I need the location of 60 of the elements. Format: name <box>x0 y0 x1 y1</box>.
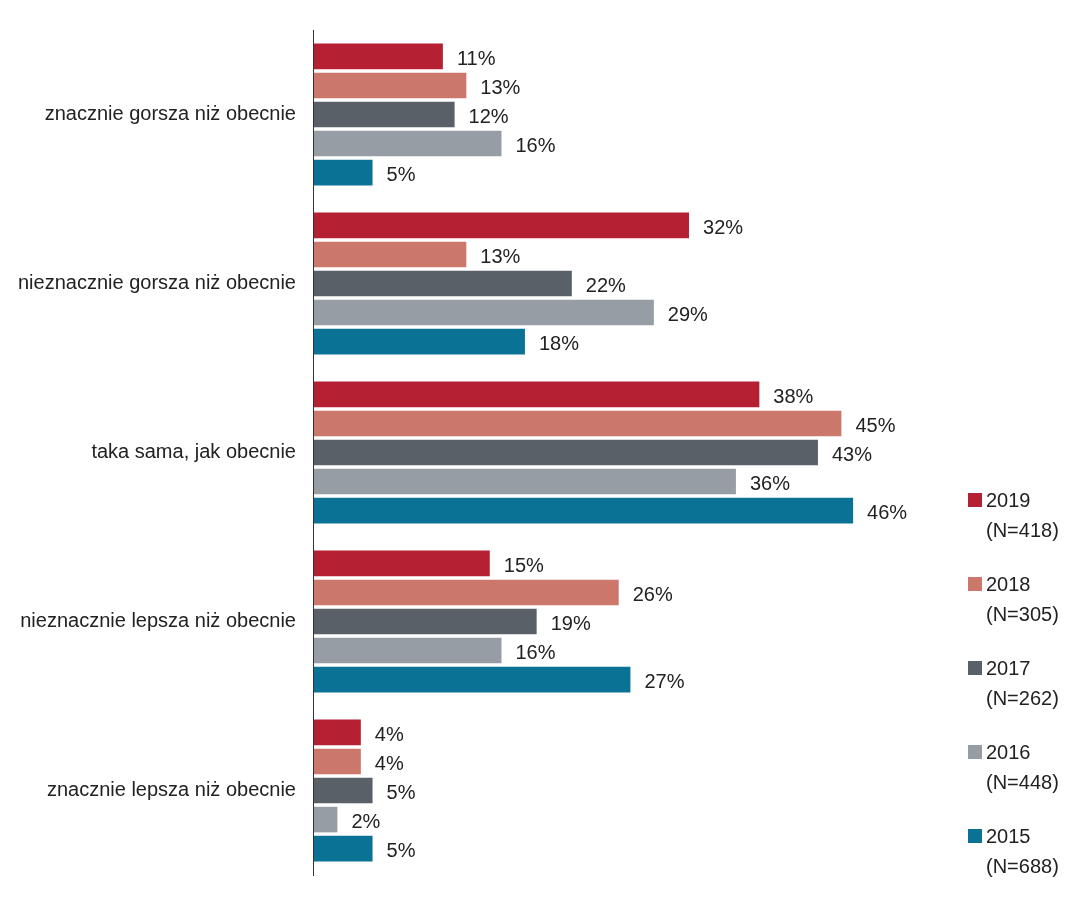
legend-label: 2017 (N=262) <box>986 656 1060 711</box>
bar <box>313 608 537 635</box>
y-tick-label: znacznie lepsza niż obecnie <box>46 778 296 801</box>
bar <box>313 130 502 157</box>
bar <box>313 637 502 664</box>
bar <box>313 159 373 186</box>
bar <box>313 748 361 775</box>
bar <box>313 468 736 495</box>
data-label: 13% <box>480 244 521 267</box>
data-label: 4% <box>374 722 404 745</box>
data-label: 16% <box>515 641 556 664</box>
bar <box>313 299 654 326</box>
bar <box>313 806 338 833</box>
bar <box>313 777 373 804</box>
data-label: 36% <box>749 472 791 495</box>
data-label: 26% <box>632 582 673 605</box>
y-tick-label: znacznie gorsza niż obecnie <box>44 102 296 125</box>
bar <box>313 381 760 408</box>
bar <box>313 101 455 128</box>
data-label: 29% <box>667 303 709 326</box>
data-label: 2% <box>351 810 381 833</box>
bar <box>313 72 467 99</box>
data-label: 43% <box>831 443 873 466</box>
bar <box>313 550 490 577</box>
data-label: 12% <box>468 105 509 128</box>
data-label: 5% <box>386 781 416 804</box>
bar <box>313 270 572 297</box>
data-label: 27% <box>644 670 685 693</box>
legend-label: 2015 (N=688) <box>986 824 1060 879</box>
legend-label: 2016 (N=448) <box>986 740 1060 795</box>
data-label: 4% <box>374 751 404 774</box>
bar <box>313 43 443 70</box>
bar <box>313 666 631 693</box>
data-label: 15% <box>503 553 545 576</box>
data-label: 46% <box>867 501 908 524</box>
bar <box>313 410 842 437</box>
data-label: 16% <box>515 134 556 157</box>
bar <box>313 241 467 268</box>
bar <box>313 719 361 746</box>
legend-label: 2018 (N=305) <box>986 572 1060 627</box>
y-tick-label: taka sama, jak obecnie <box>91 440 296 463</box>
bar <box>313 328 525 355</box>
data-label: 11% <box>456 46 496 69</box>
y-tick-label: nieznacznie gorsza niż obecnie <box>18 271 296 294</box>
data-label: 22% <box>585 274 627 297</box>
data-label: 38% <box>773 384 814 407</box>
bar <box>313 579 619 606</box>
data-label: 45% <box>855 413 896 436</box>
data-label: 13% <box>480 75 521 98</box>
data-label: 5% <box>386 163 416 186</box>
bar <box>313 212 690 239</box>
y-tick-label: nieznacznie lepsza niż obecnie <box>20 609 296 632</box>
legend-label: 2019 (N=418) <box>986 488 1060 543</box>
bar <box>313 835 373 862</box>
data-label: 32% <box>703 215 744 238</box>
bar <box>313 497 854 524</box>
data-label: 5% <box>386 839 416 862</box>
data-label: 18% <box>538 332 580 355</box>
data-label: 19% <box>550 612 591 635</box>
bar <box>313 439 818 466</box>
